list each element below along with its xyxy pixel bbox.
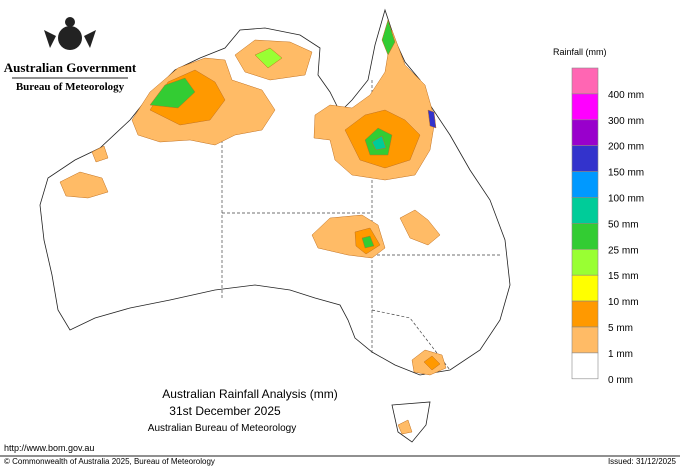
legend-label: 400 mm [608, 90, 644, 101]
rain-areas [59, 19, 447, 435]
bom-url: http://www.bom.gov.au [4, 443, 94, 453]
bureau-name: Bureau of Meteorology [16, 81, 125, 93]
legend-swatch [571, 67, 599, 95]
legend-label: 50 mm [608, 219, 639, 230]
legend-swatch [571, 223, 599, 250]
legend-label: 200 mm [608, 142, 644, 153]
map-source: Australian Bureau of Meteorology [148, 423, 296, 434]
legend-swatch [571, 145, 599, 172]
rain-central-25 [361, 235, 375, 249]
legend-label: 300 mm [608, 116, 644, 127]
legend-label: 150 mm [608, 168, 644, 179]
tasmania [391, 401, 431, 443]
legend-swatch [571, 300, 599, 328]
rain-kimberley-25 [149, 77, 196, 109]
rain-topend-15 [254, 47, 283, 69]
legend-label: 100 mm [608, 194, 644, 205]
rain-cape [381, 19, 396, 56]
legend-swatch [571, 326, 599, 354]
legend-label: 15 mm [608, 271, 639, 282]
issued-date: Issued: 31/12/2025 [608, 457, 677, 466]
copyright: © Commonwealth of Australia 2025, Bureau… [4, 457, 215, 466]
rain-pilbara-2 [91, 145, 109, 163]
agency-name: Australian Government [4, 60, 137, 75]
legend-swatch [571, 119, 599, 147]
legend-swatch [571, 93, 599, 121]
legend-swatch [571, 171, 599, 198]
legend-label: 0 mm [608, 375, 633, 386]
nsw-vic-border [371, 309, 451, 371]
rain-tas [397, 419, 413, 435]
rain-pilbara [59, 171, 109, 199]
legend-swatch [571, 352, 599, 380]
rain-vic-5 [423, 355, 441, 371]
crest-shield [58, 26, 82, 50]
legend-label: 10 mm [608, 297, 639, 308]
legend-label: 1 mm [608, 349, 633, 360]
legend-title: Rainfall (mm) [553, 47, 607, 57]
rain-qld-50 [371, 135, 387, 151]
legend-swatch [571, 249, 599, 276]
crest-star [65, 17, 75, 27]
legend-label: 25 mm [608, 245, 639, 256]
map-date: 31st December 2025 [169, 404, 281, 418]
legend-label: 5 mm [608, 323, 633, 334]
legend-swatch [571, 274, 599, 302]
rain-swqld [399, 209, 441, 246]
rain-coast-150 [427, 109, 437, 129]
map-title: Australian Rainfall Analysis (mm) [162, 387, 337, 401]
legend-swatch [571, 197, 599, 224]
crest [44, 17, 96, 50]
crest-supporters [44, 30, 96, 48]
legend: 400 mm 300 mm 200 mm 150 mm 100 mm 50 mm 25 mm… [571, 67, 644, 386]
